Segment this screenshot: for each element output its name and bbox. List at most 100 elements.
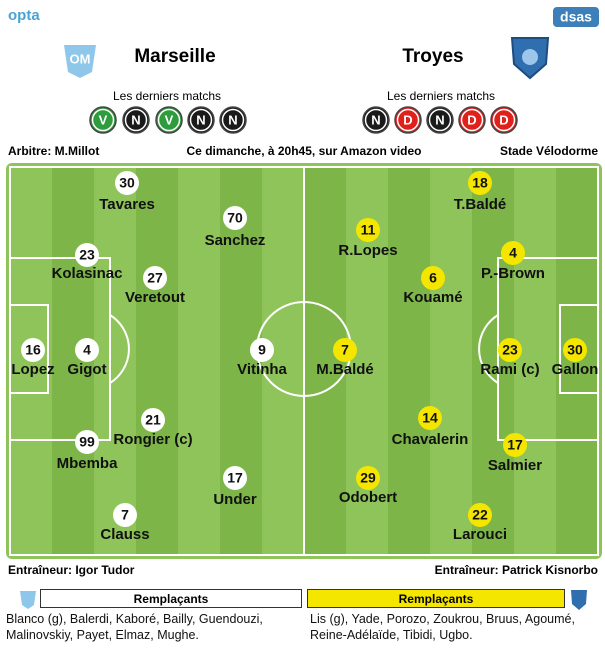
form-result: N (371, 112, 380, 127)
form-badge (458, 106, 486, 134)
form-result: D (467, 112, 476, 127)
form-badge (219, 106, 247, 134)
player-number: 4 (509, 245, 517, 261)
form-badge (122, 106, 150, 134)
player-name: Salmier (488, 457, 542, 474)
player-badge (21, 338, 45, 362)
player-badge (421, 266, 445, 290)
form-badge (490, 106, 518, 134)
away-team: Troyes (402, 46, 463, 67)
player-number: 7 (341, 342, 349, 358)
player-badge (468, 503, 492, 527)
player-badge (75, 338, 99, 362)
player-badge (143, 266, 167, 290)
player-name: Tavares (99, 196, 155, 213)
player-name: Gallon (552, 361, 599, 378)
player-number: 30 (567, 342, 583, 358)
player-number: 23 (502, 342, 518, 358)
player-number: 22 (472, 507, 488, 523)
player-badge (223, 206, 247, 230)
form-result: V (165, 112, 174, 127)
player-badge (356, 466, 380, 490)
player-number: 23 (79, 247, 95, 263)
player-badge (141, 408, 165, 432)
player-number: 27 (147, 270, 163, 286)
home-coach: Entraîneur: Igor Tudor (8, 563, 135, 577)
player-badge (503, 433, 527, 457)
player-badge (75, 243, 99, 267)
form-badge (426, 106, 454, 134)
home-subs: Blanco (g), Balerdi, Kaboré, Bailly, Gue… (6, 612, 263, 642)
player-name: Larouci (453, 526, 507, 543)
player-name: Rongier (c) (113, 431, 192, 448)
logo-badge: dsas (553, 7, 599, 27)
player-number: 4 (83, 342, 91, 358)
player-name: Veretout (125, 289, 185, 306)
logo-text: dsas (560, 9, 592, 25)
player-name: M.Baldé (316, 361, 374, 378)
player-name: Lopez (11, 361, 54, 378)
player-number: 11 (361, 222, 376, 238)
form-result: V (99, 112, 108, 127)
away-subs-header: Remplaçants (307, 589, 565, 608)
form-result: D (403, 112, 412, 127)
player-number: 70 (227, 210, 243, 226)
svg-text:OM: OM (70, 51, 91, 66)
venue: Stade Vélodorme (500, 144, 598, 158)
player-number: 6 (429, 270, 437, 286)
player-badge (75, 430, 99, 454)
player-number: 29 (360, 470, 376, 486)
player-badge (418, 406, 442, 430)
player-number: 30 (119, 175, 135, 191)
player-number: 21 (145, 412, 161, 428)
player-name: Mbemba (57, 455, 119, 472)
player-name: Sanchez (205, 232, 266, 249)
player-name: P.-Brown (481, 265, 545, 282)
player-name: Vitinha (237, 361, 287, 378)
player-number: 14 (422, 410, 438, 426)
player-name: T.Baldé (454, 196, 507, 213)
player-name: Under (213, 491, 257, 508)
form-result: N (131, 112, 140, 127)
home-form-label: Les derniers matchs (113, 89, 221, 103)
player-name: Odobert (339, 489, 397, 506)
player-name: Clauss (100, 526, 149, 543)
form-result: D (499, 112, 508, 127)
form-badge (362, 106, 390, 134)
player-name: Kolasinac (52, 265, 123, 282)
player-number: 17 (227, 470, 243, 486)
away-sub-logo (571, 590, 587, 610)
player-number: 16 (25, 342, 41, 358)
player-name: Rami (c) (480, 361, 539, 378)
player-badge (498, 338, 522, 362)
player-badge (223, 466, 247, 490)
player-badge (333, 338, 357, 362)
home-team: Marseille (134, 46, 215, 67)
player-badge (563, 338, 587, 362)
away-form-label: Les derniers matchs (387, 89, 495, 103)
player-name: Kouamé (403, 289, 462, 306)
player-name: Chavalerin (392, 431, 469, 448)
player-number: 9 (258, 342, 266, 358)
form-result: N (228, 112, 237, 127)
player-name: Gigot (67, 361, 106, 378)
player-number: 17 (507, 437, 523, 453)
player-badge (468, 171, 492, 195)
form-result: N (435, 112, 444, 127)
player-badge (113, 503, 137, 527)
player-number: 99 (79, 434, 95, 450)
player-badge (356, 218, 380, 242)
referee: Arbitre: M.Millot (8, 144, 99, 158)
away-logo (510, 37, 550, 80)
home-subs-header: Remplaçants (40, 589, 302, 608)
form-badge (89, 106, 117, 134)
player-badge (501, 241, 525, 265)
away-subs: Lis (g), Yade, Porozo, Zoukrou, Bruus, A… (310, 612, 575, 642)
player-badge (115, 171, 139, 195)
player-badge (250, 338, 274, 362)
form-badge (394, 106, 422, 134)
form-badge (155, 106, 183, 134)
form-badge (187, 106, 215, 134)
